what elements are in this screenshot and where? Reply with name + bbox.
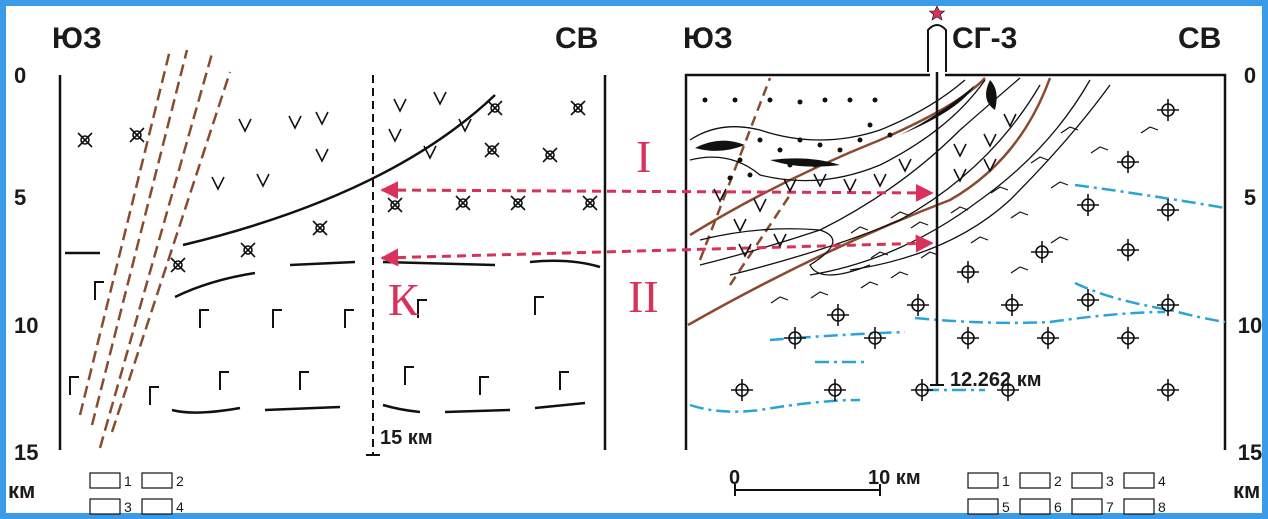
dot (798, 100, 803, 105)
legend-box (1020, 473, 1050, 488)
depth-label: 5 (14, 185, 26, 210)
dot (858, 138, 863, 143)
marker-label: II (628, 271, 659, 322)
legend-box (968, 499, 998, 514)
dot (788, 163, 793, 168)
dot (703, 98, 708, 103)
depth-label: 15 (14, 440, 38, 465)
well-label: СГ-3 (952, 22, 1017, 55)
rig (928, 25, 946, 72)
legend-box (142, 499, 172, 514)
direction-label: СВ (555, 22, 598, 55)
scale-start: 0 (729, 467, 740, 489)
legend-number: 2 (1054, 473, 1062, 489)
dot (873, 98, 878, 103)
scale-end: 10 км (868, 467, 921, 489)
well-depth: 12.262 км (950, 369, 1042, 391)
legend-number: 4 (1158, 473, 1166, 489)
dot (848, 98, 853, 103)
dot (778, 148, 783, 153)
dot (728, 176, 733, 181)
depth-label: 15 (1238, 440, 1262, 465)
legend-number: 7 (1106, 499, 1114, 515)
legend-number: 5 (1002, 499, 1010, 515)
diagram: 1 2 3 4 1 2 3 4 5 6 7 8 ЮЗ СВ ЮЗ СГ-3 СВ 0 5 10 15 0 5 10… (0, 0, 1268, 519)
legend-box (90, 499, 120, 514)
depth-label: 0 (1244, 63, 1256, 88)
dot (733, 98, 738, 103)
marker-label: К (388, 274, 419, 325)
legend-number: 3 (124, 499, 132, 515)
legend-box (142, 473, 172, 488)
legend-box (1072, 473, 1102, 488)
frame (3, 3, 1265, 516)
legend-number: 1 (1002, 473, 1010, 489)
depth-label: 10 (1238, 313, 1262, 338)
dot (868, 123, 873, 128)
dot (758, 138, 763, 143)
depth-label: 5 (1244, 185, 1256, 210)
dot (813, 163, 818, 168)
legend-box (90, 473, 120, 488)
direction-label: СВ (1178, 22, 1221, 55)
legend-box (1020, 499, 1050, 514)
well-depth: 15 км (380, 427, 433, 449)
depth-unit: км (8, 478, 35, 503)
legend-number: 3 (1106, 473, 1114, 489)
direction-label: ЮЗ (52, 22, 102, 55)
direction-label: ЮЗ (683, 22, 733, 55)
marker-label: I (636, 131, 651, 182)
legend-number: 1 (124, 473, 132, 489)
legend-number: 2 (176, 473, 184, 489)
depth-label: 10 (14, 313, 38, 338)
depth-label: 0 (14, 63, 26, 88)
dot (818, 143, 823, 148)
legend-box (1072, 499, 1102, 514)
dot (798, 138, 803, 143)
dot (823, 98, 828, 103)
dot (768, 98, 773, 103)
legend-box (968, 473, 998, 488)
legend-number: 8 (1158, 499, 1166, 515)
dot (748, 173, 753, 178)
dot (888, 133, 893, 138)
legend-box (1124, 499, 1154, 514)
legend-box (1124, 473, 1154, 488)
legend-number: 6 (1054, 499, 1062, 515)
dot (838, 148, 843, 153)
legend-number: 4 (176, 499, 184, 515)
dot (738, 158, 743, 163)
depth-unit: км (1233, 478, 1260, 503)
